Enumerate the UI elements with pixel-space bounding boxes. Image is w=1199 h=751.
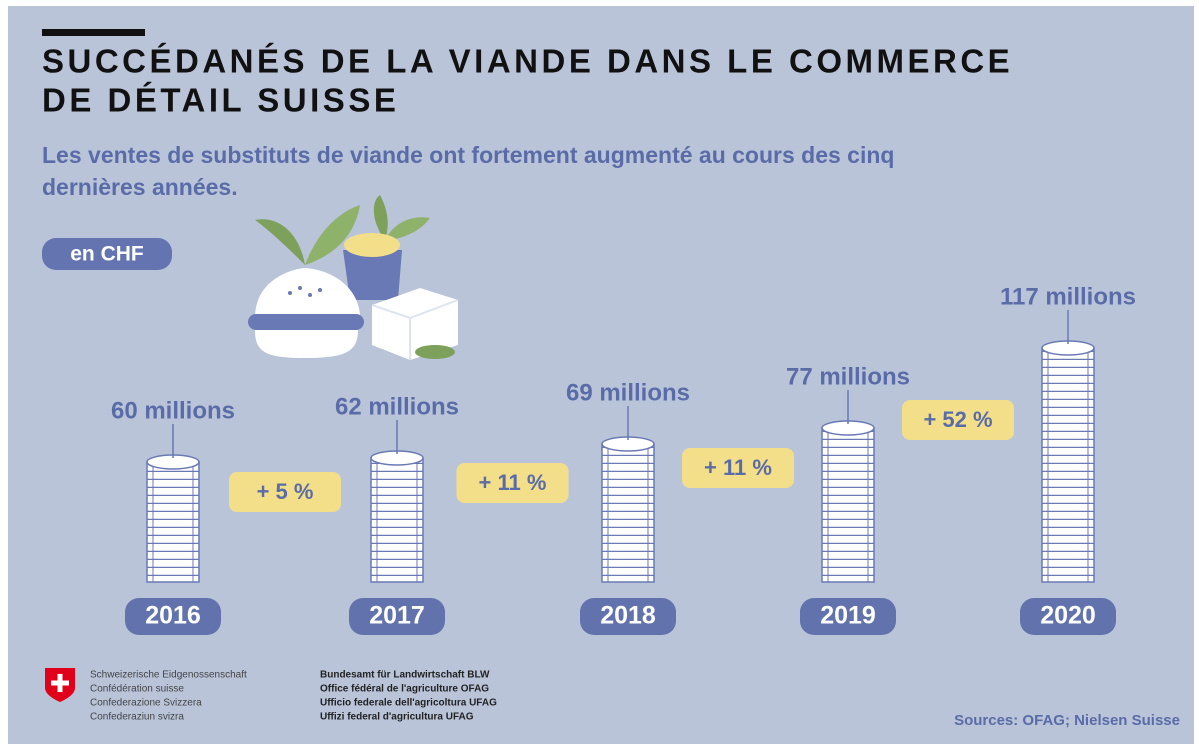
year-label: 2019 [820,602,876,630]
footer-text: Confederazione Svizzera [90,698,202,709]
value-label: 62 millions [335,393,459,420]
sources: Sources: OFAG; Nielsen Suisse [954,712,1180,729]
year-label: 2017 [369,602,425,630]
growth-label: + 11 % [479,470,547,495]
year-pill [1020,598,1116,635]
coin-body [821,427,875,583]
footer-text: Schweizerische Eidgenossenschaft [90,670,247,681]
coin-body [146,461,200,583]
value-label: 117 millions [1000,283,1136,310]
footer-text: Ufficio federale dell'agricoltura UFAG [320,698,497,709]
coin-stack [1041,340,1095,583]
unit-pill [42,238,172,270]
value-label: 69 millions [566,379,690,406]
growth-label: + 52 % [923,407,992,432]
footer-text: Confederaziun svizra [90,712,184,723]
unit-label: en CHF [70,243,144,266]
year-pill [580,598,676,635]
footer-text: Confédération suisse [90,684,184,695]
growth-label: + 11 % [704,455,772,480]
coin-stack [601,436,655,583]
title-line: DE DÉTAIL SUISSE [42,82,399,119]
title-bar [42,29,145,36]
coin-stack [821,420,875,583]
coin-stack [370,450,424,583]
growth-pill [456,463,569,503]
footer-text: Bundesamt für Landwirtschaft BLW [320,670,490,681]
title-line: SUCCÉDANÉS DE LA VIANDE DANS LE COMMERCE [42,43,1013,80]
year-label: 2020 [1040,602,1096,630]
growth-pill [682,448,794,488]
growth-pill [229,472,341,512]
value-label: 60 millions [111,397,235,424]
year-label: 2016 [145,602,201,630]
illustration [248,195,459,360]
coin-body [601,443,655,583]
year-label: 2018 [600,602,656,630]
subtitle-line: Les ventes de substituts de viande ont f… [42,142,894,168]
value-label: 77 millions [786,363,910,390]
footer-text: Uffizi federal d'agricultura UFAG [320,712,474,723]
coin-body [1041,347,1095,583]
growth-label: + 5 % [257,479,314,504]
coin-stack [146,454,200,583]
growth-pill [902,400,1014,440]
coin-body [370,457,424,583]
year-pill [125,598,221,635]
footer [45,668,75,702]
year-pill [349,598,445,635]
year-pill [800,598,896,635]
footer-text: Office fédéral de l'agriculture OFAG [320,684,489,695]
subtitle-line: dernières années. [42,174,238,200]
